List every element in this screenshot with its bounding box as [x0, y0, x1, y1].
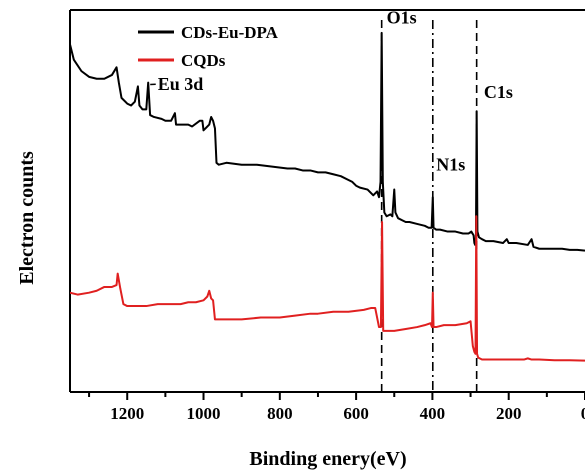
peak-annotations: O1s N1s C1s Eu 3d [150, 7, 513, 174]
series-line-cds-eu-dpa [70, 31, 585, 252]
series-line-cqds [70, 215, 585, 362]
legend: CDs-Eu-DPA CQDs [138, 23, 279, 70]
x-ticks [88, 392, 585, 400]
series-group [70, 31, 585, 362]
y-axis-title: Electron counts [16, 151, 38, 285]
annotation-o1s: O1s [387, 7, 417, 27]
x-tick-label: 1200 [110, 404, 144, 423]
x-tick-label: 1000 [187, 404, 221, 423]
legend-label-cqds: CQDs [181, 51, 226, 70]
x-tick-labels: 1200 1000 800 600 400 200 0 [110, 404, 585, 423]
x-tick-label: 200 [496, 404, 522, 423]
x-tick-label: 0 [581, 404, 585, 423]
x-tick-label: 600 [343, 404, 369, 423]
annotation-c1s: C1s [484, 82, 513, 102]
annotation-n1s: N1s [436, 154, 465, 174]
x-axis-title: Binding enery(eV) [249, 448, 406, 470]
x-tick-label: 800 [267, 404, 293, 423]
x-tick-label: 400 [420, 404, 446, 423]
legend-label-cds-eu-dpa: CDs-Eu-DPA [181, 23, 279, 42]
annotation-eu-3d: Eu 3d [158, 74, 204, 94]
